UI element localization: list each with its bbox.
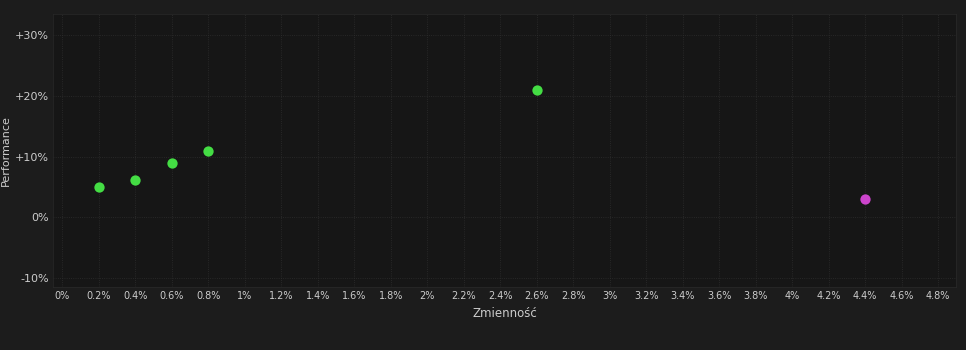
X-axis label: Zmienność: Zmienność (472, 307, 537, 320)
Point (858, 196, 873, 202)
Y-axis label: Performance: Performance (1, 115, 11, 186)
Point (201, 148, 216, 153)
Point (91, 184, 106, 190)
Point (164, 160, 180, 166)
Point (128, 177, 143, 182)
Point (529, 87, 545, 93)
